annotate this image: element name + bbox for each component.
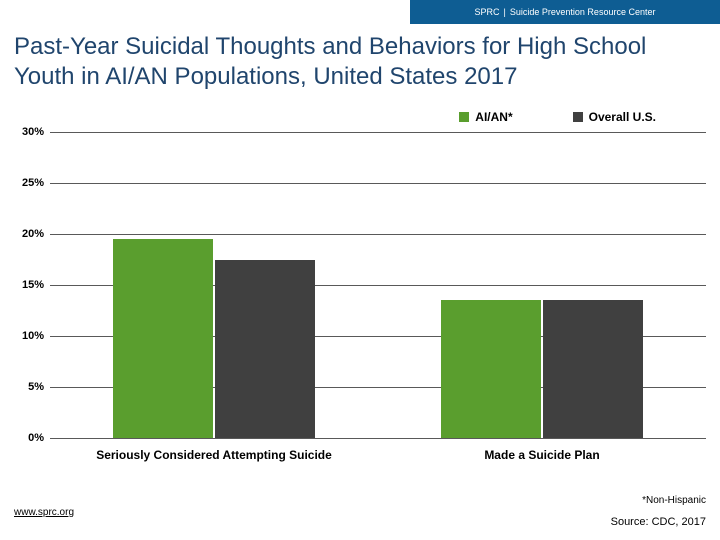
bar <box>543 300 643 438</box>
legend-swatch <box>459 112 469 122</box>
y-tick-label: 20% <box>22 228 44 240</box>
y-tick-label: 15% <box>22 279 44 291</box>
legend-item: AI/AN* <box>459 110 512 124</box>
bar <box>113 239 213 438</box>
site-link[interactable]: www.sprc.org <box>14 507 74 518</box>
bar-group <box>50 132 378 438</box>
legend-item: Overall U.S. <box>573 110 656 124</box>
chart-groups <box>50 132 706 438</box>
chart: AI/AN* Overall U.S. 0%5%10%15%20%25%30% … <box>14 110 706 480</box>
chart-plot: 0%5%10%15%20%25%30% <box>50 132 706 438</box>
legend-label: Overall U.S. <box>589 110 656 124</box>
legend-label: AI/AN* <box>475 110 512 124</box>
y-tick-label: 25% <box>22 177 44 189</box>
bar <box>215 260 315 439</box>
x-label: Made a Suicide Plan <box>378 448 706 462</box>
page-title: Past-Year Suicidal Thoughts and Behavior… <box>14 32 706 92</box>
grid-line: 0% <box>50 438 706 439</box>
x-axis-labels: Seriously Considered Attempting Suicide … <box>50 448 706 462</box>
x-label: Seriously Considered Attempting Suicide <box>50 448 378 462</box>
header-separator: | <box>504 7 506 17</box>
y-tick-label: 30% <box>22 126 44 138</box>
legend-swatch <box>573 112 583 122</box>
bar <box>441 300 541 438</box>
header-brand: SPRC <box>475 7 500 17</box>
chart-legend: AI/AN* Overall U.S. <box>459 110 656 124</box>
bar-group <box>378 132 706 438</box>
y-tick-label: 10% <box>22 330 44 342</box>
y-tick-label: 5% <box>28 381 44 393</box>
source-text: Source: CDC, 2017 <box>611 516 706 528</box>
header-org: Suicide Prevention Resource Center <box>510 7 656 17</box>
y-tick-label: 0% <box>28 432 44 444</box>
footnote: *Non-Hispanic <box>642 495 706 506</box>
header-bar: SPRC | Suicide Prevention Resource Cente… <box>410 0 720 24</box>
